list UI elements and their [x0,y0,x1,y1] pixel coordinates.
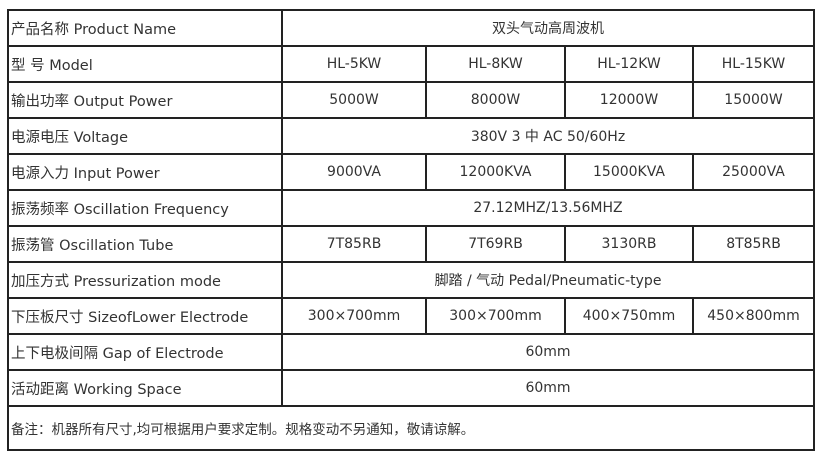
spec-value: 9000VA [281,153,427,191]
spec-value: 25000VA [692,153,815,191]
spec-row: 下压板尺寸 SizeofLower Electrode 300×700mm 300×… [7,297,815,335]
spec-value: 12000W [564,81,694,119]
spec-value: 27.12MHZ/13.56MHZ [281,189,815,227]
spec-value: HL-5KW [281,45,427,83]
spec-row: 电源入力 Input Power 9000VA 12000KVA 15000KVA 25… [7,153,815,191]
spec-value: 3130RB [564,225,694,263]
spec-row: 产品名称 Product Name 双头气动高周波机 [7,9,815,47]
spec-value: 12000KVA [425,153,566,191]
spec-value: 双头气动高周波机 [281,9,815,47]
spec-value: 400×750mm [564,297,694,335]
spec-value: 60mm [281,333,815,371]
spec-row: 电源电压 Voltage 380V 3 中 AC 50/60Hz [7,117,815,155]
spec-label: 振荡管 Oscillation Tube [7,225,283,263]
spec-label: 型 号 Model [7,45,283,83]
spec-label: 活动距离 Working Space [7,369,283,407]
note-text: 备注：机器所有尺寸,均可根据用户要求定制。规格变动不另通知，敬请谅解。 [7,405,815,451]
spec-value: HL-15KW [692,45,815,83]
spec-row: 输出功率 Output Power 5000W 8000W 12000W 15000W [7,81,815,119]
spec-label: 输出功率 Output Power [7,81,283,119]
spec-row: 振荡频率 Oscillation Frequency 27.12MHZ/13.56… [7,189,815,227]
spec-label: 上下电极间隔 Gap of Electrode [7,333,283,371]
spec-label: 加压方式 Pressurization mode [7,261,283,299]
spec-row: 上下电极间隔 Gap of Electrode 60mm [7,333,815,371]
spec-value: 15000W [692,81,815,119]
spec-table: 产品名称 Product Name 双头气动高周波机型 号 Model HL-5KW… [7,9,815,451]
spec-value: HL-8KW [425,45,566,83]
spec-label: 电源入力 Input Power [7,153,283,191]
spec-value: 8T85RB [692,225,815,263]
spec-value: 450×800mm [692,297,815,335]
spec-value: 7T85RB [281,225,427,263]
spec-value: 15000KVA [564,153,694,191]
spec-value: 300×700mm [425,297,566,335]
spec-row: 振荡管 Oscillation Tube 7T85RB 7T69RB 3130RB 8T… [7,225,815,263]
spec-row: 型 号 Model HL-5KW HL-8KW HL-12KW HL-15KW [7,45,815,83]
spec-row: 活动距离 Working Space 60mm [7,369,815,407]
spec-value: 380V 3 中 AC 50/60Hz [281,117,815,155]
spec-value: HL-12KW [564,45,694,83]
spec-value: 脚踏 / 气动 Pedal/Pneumatic-type [281,261,815,299]
spec-value: 300×700mm [281,297,427,335]
spec-label: 振荡频率 Oscillation Frequency [7,189,283,227]
spec-label: 产品名称 Product Name [7,9,283,47]
spec-value: 60mm [281,369,815,407]
spec-label: 电源电压 Voltage [7,117,283,155]
note-row: 备注：机器所有尺寸,均可根据用户要求定制。规格变动不另通知，敬请谅解。 [7,405,815,451]
spec-row: 加压方式 Pressurization mode 脚踏 / 气动 Pedal/Pn… [7,261,815,299]
spec-value: 8000W [425,81,566,119]
spec-value: 7T69RB [425,225,566,263]
spec-value: 5000W [281,81,427,119]
spec-label: 下压板尺寸 SizeofLower Electrode [7,297,283,335]
